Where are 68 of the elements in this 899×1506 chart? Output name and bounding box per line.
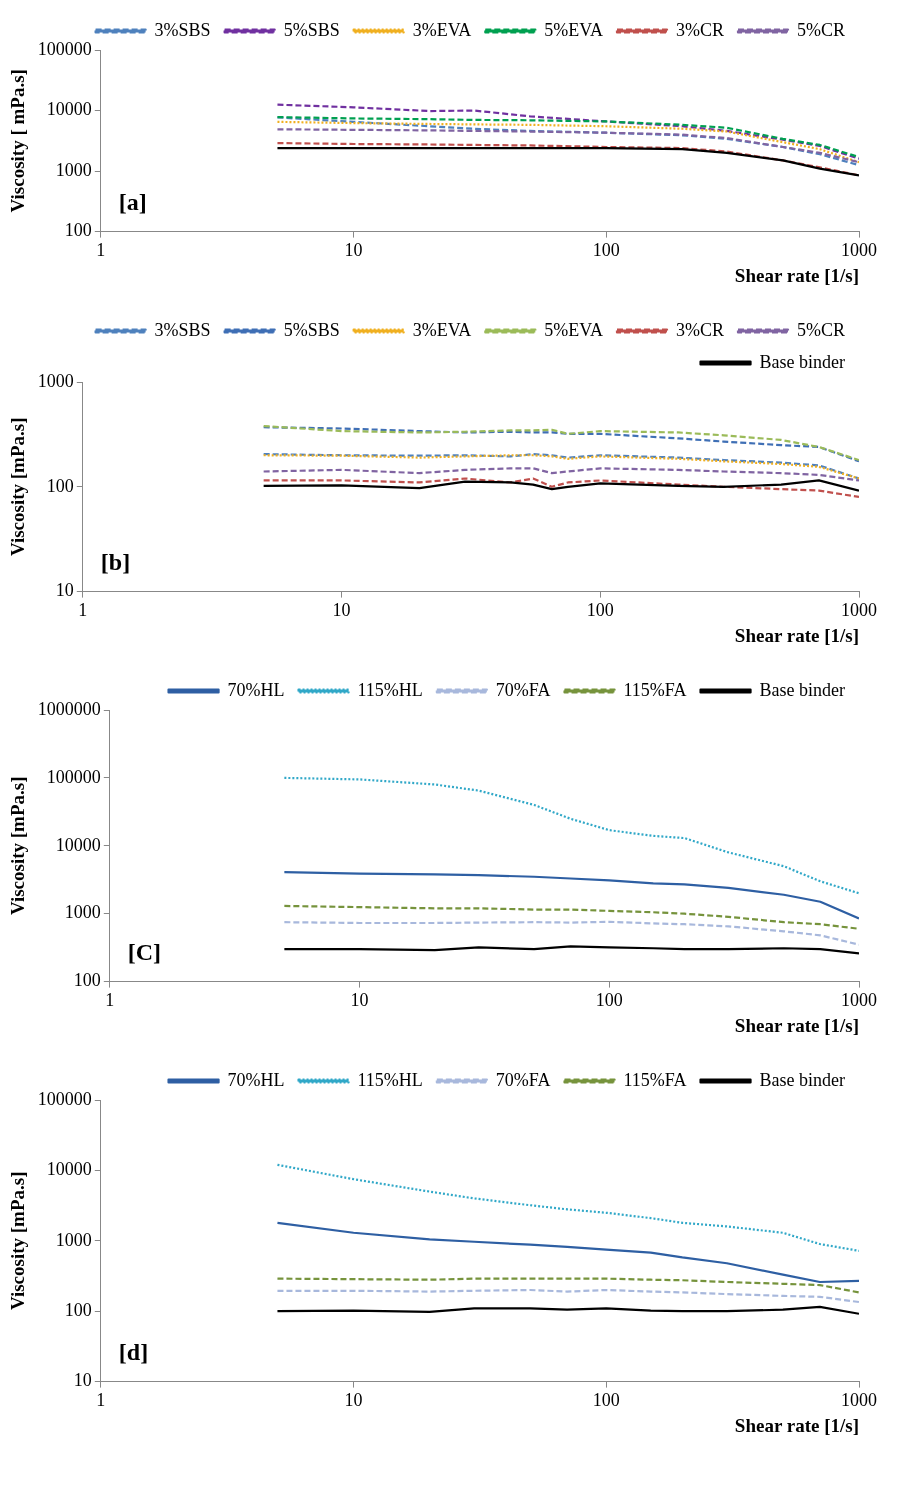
- x-tick-label: 1: [105, 990, 115, 1011]
- legend-label: 115%HL: [357, 1069, 423, 1090]
- y-tick-label: 1000: [55, 159, 92, 180]
- legend-label: 115%FA: [623, 679, 687, 700]
- y-tick-label: 100000: [46, 766, 101, 787]
- legend-label: 115%FA: [623, 1069, 687, 1090]
- x-tick-label: 10: [350, 990, 369, 1011]
- x-tick-label: 1: [96, 1390, 106, 1411]
- y-tick-label: 100: [46, 475, 74, 496]
- y-axis-title: Viscosity [mPa.s]: [7, 1171, 29, 1311]
- y-tick-label: 1000: [64, 902, 101, 923]
- y-tick-label: 1000000: [37, 698, 101, 719]
- x-tick-label: 1000: [841, 990, 877, 1011]
- legend-label: 3%EVA: [412, 319, 472, 340]
- x-tick-label: 1: [78, 600, 88, 621]
- y-tick-label: 10000: [46, 1159, 92, 1180]
- x-tick-label: 100: [592, 1390, 620, 1411]
- x-tick-label: 10: [332, 600, 351, 621]
- x-axis-title: Shear rate [1/s]: [734, 264, 859, 286]
- x-tick-label: 100: [586, 600, 614, 621]
- annotation: [b]: [100, 548, 131, 575]
- annotation: [C]: [127, 938, 162, 965]
- legend-label: Base binder: [759, 351, 846, 372]
- x-tick-label: 100: [592, 240, 620, 261]
- x-tick-label: 10: [344, 1390, 363, 1411]
- y-tick-label: 10: [73, 1370, 92, 1391]
- legend-label: 5%SBS: [283, 319, 340, 340]
- annotation: [d]: [118, 1338, 149, 1365]
- y-tick-label: 10000: [46, 99, 92, 120]
- legend-label: 115%HL: [357, 679, 423, 700]
- legend-label: 70%HL: [227, 679, 285, 700]
- legend-label: 5%SBS: [283, 19, 340, 40]
- legend-label: Base binder: [759, 679, 846, 700]
- x-tick-label: 10: [344, 240, 363, 261]
- y-tick-label: 100000: [37, 38, 92, 59]
- annotation: [a]: [118, 188, 147, 215]
- y-tick-label: 10000: [55, 834, 101, 855]
- legend-label: 5%CR: [796, 319, 846, 340]
- x-tick-label: 1000: [841, 600, 877, 621]
- legend-label: 3%EVA: [412, 19, 472, 40]
- y-axis-title: Viscosity [ mPa.s]: [7, 69, 29, 213]
- x-axis-title: Shear rate [1/s]: [734, 624, 859, 646]
- legend-label: 70%FA: [495, 1069, 551, 1090]
- y-tick-label: 100: [64, 220, 92, 241]
- x-axis-title: Shear rate [1/s]: [734, 1414, 859, 1436]
- y-axis-title: Viscosity [mPa.s]: [7, 417, 29, 557]
- x-tick-label: 1: [96, 240, 106, 261]
- y-tick-label: 100000: [37, 1088, 92, 1109]
- x-axis-title: Shear rate [1/s]: [734, 1014, 859, 1036]
- legend-label: 3%SBS: [154, 19, 211, 40]
- legend-label: 3%CR: [675, 319, 724, 340]
- y-tick-label: 100: [64, 1299, 92, 1320]
- y-axis-title: Viscosity [mPa.s]: [7, 776, 29, 916]
- legend-label: Base binder: [759, 1069, 846, 1090]
- legend-label: 5%CR: [796, 19, 846, 40]
- y-tick-label: 1000: [37, 370, 74, 391]
- y-tick-label: 10: [55, 580, 74, 601]
- legend-label: 5%EVA: [544, 19, 603, 40]
- x-tick-label: 1000: [841, 1390, 877, 1411]
- legend-label: 70%FA: [495, 679, 551, 700]
- legend-label: 3%CR: [675, 19, 724, 40]
- legend-label: 70%HL: [227, 1069, 285, 1090]
- y-tick-label: 100: [73, 970, 101, 991]
- x-tick-label: 1000: [841, 240, 877, 261]
- legend-label: 5%EVA: [544, 319, 603, 340]
- x-tick-label: 100: [595, 990, 623, 1011]
- legend-label: 3%SBS: [154, 319, 211, 340]
- y-tick-label: 1000: [55, 1229, 92, 1250]
